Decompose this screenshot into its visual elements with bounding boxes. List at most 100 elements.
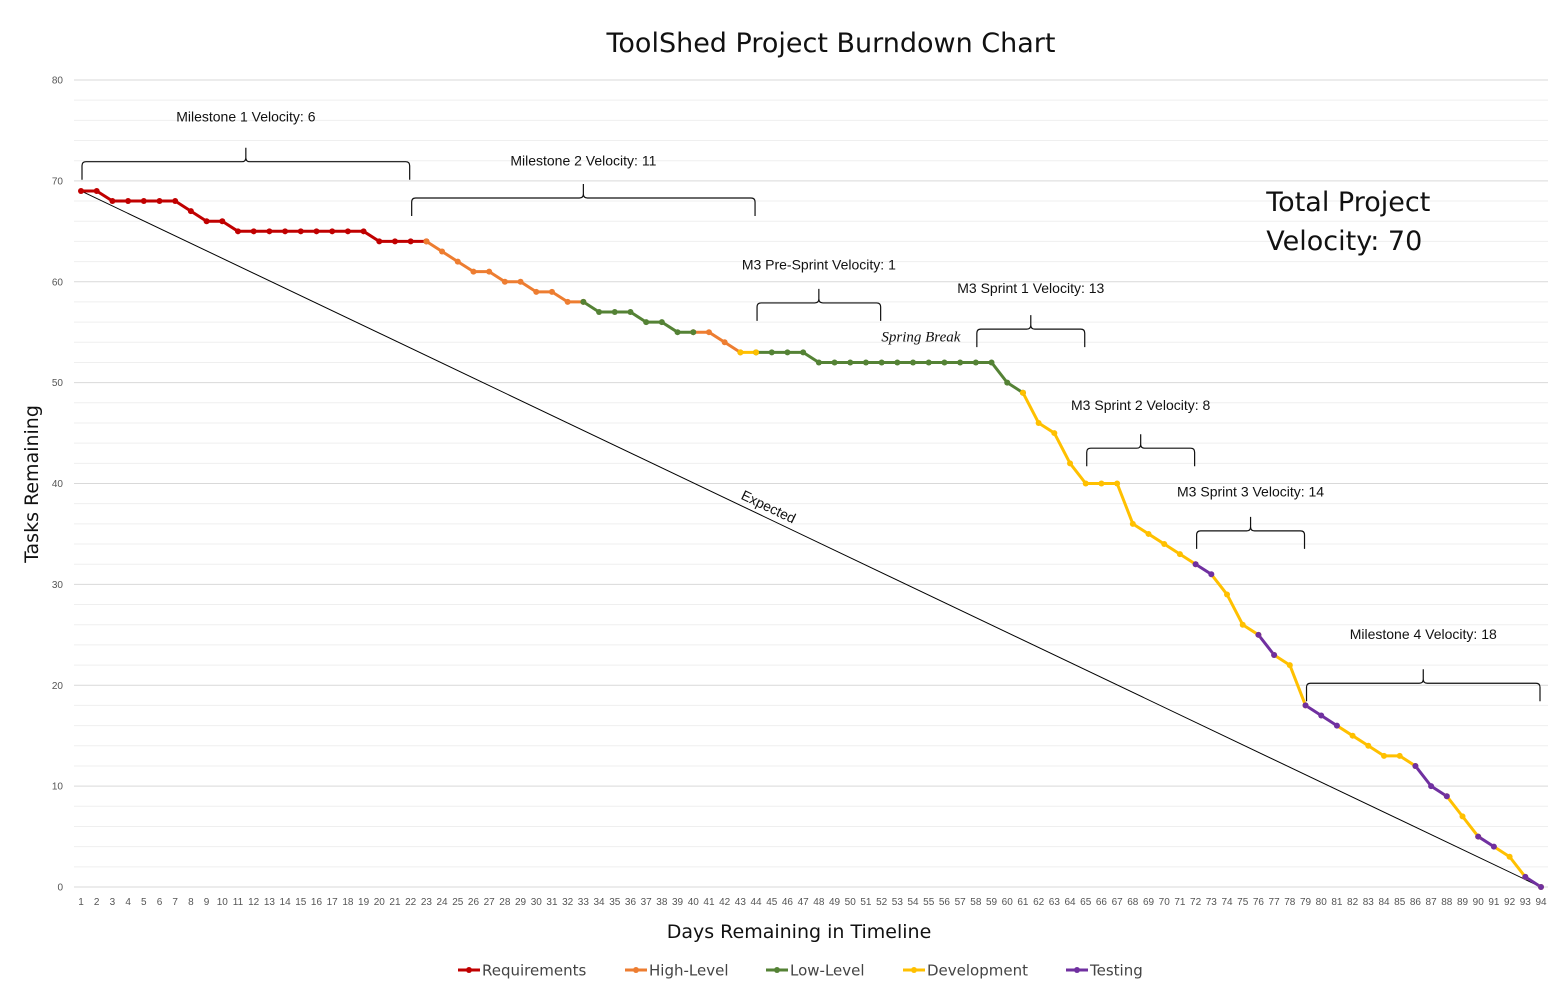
series-line-testing (1413, 764, 1449, 798)
x-tick-label: 61 (1017, 897, 1029, 908)
velocity-brace (1086, 434, 1196, 467)
data-point-high-level (470, 268, 477, 275)
velocity-label: Milestone 4 Velocity: 18 (1350, 626, 1497, 642)
x-tick-label: 90 (1473, 897, 1485, 908)
x-tick-label: 25 (452, 897, 464, 908)
data-point-low-level (941, 359, 948, 366)
x-tick-label: 76 (1253, 897, 1265, 908)
y-axis-label: Tasks Remaining (21, 405, 43, 564)
spring-break-label: Spring Break (881, 329, 960, 345)
data-point-low-level (815, 359, 822, 366)
x-tick-label: 10 (217, 897, 229, 908)
data-point-high-level (501, 278, 508, 285)
x-tick-label: 57 (955, 897, 967, 908)
y-axis-ticks: 0 10 20 30 40 50 60 70 80 (52, 76, 64, 894)
x-tick-label: 30 (531, 897, 543, 908)
data-point-low-level (768, 349, 775, 356)
data-point-development (1224, 591, 1231, 598)
legend-label: Development (927, 962, 1028, 980)
velocity-label: Milestone 2 Velocity: 11 (510, 153, 656, 169)
x-tick-label: 88 (1441, 897, 1453, 908)
data-point-low-level (894, 359, 901, 366)
x-tick-label: 13 (264, 897, 276, 908)
x-tick-label: 1 (78, 897, 84, 908)
x-tick-label: 4 (125, 897, 131, 908)
series-line-low-level (754, 350, 1025, 395)
x-tick-label: 8 (188, 897, 194, 908)
data-point-low-level (957, 359, 964, 366)
x-axis-ticks: 1 2 3 4 5 6 7 8 9 10 11 12 13 14 15 16 17 18 19 20 21 22 23 24 2… (78, 897, 1547, 908)
x-tick-label: 66 (1096, 897, 1108, 908)
legend-item-testing: Testing (1066, 962, 1143, 980)
x-tick-label: 55 (923, 897, 935, 908)
x-tick-label: 17 (327, 897, 339, 908)
data-point-low-level (847, 359, 854, 366)
series-markers (78, 187, 1544, 890)
data-point-requirements (156, 198, 163, 205)
x-tick-label: 69 (1143, 897, 1155, 908)
data-point-requirements (93, 187, 100, 194)
y-tick-label: 30 (52, 580, 64, 591)
series-line-development (1335, 724, 1417, 768)
x-tick-label: 60 (1002, 897, 1014, 908)
data-point-requirements (266, 228, 273, 235)
x-tick-label: 14 (280, 897, 292, 908)
series-line-testing (1523, 875, 1543, 889)
x-tick-label: 92 (1504, 897, 1516, 908)
data-point-high-level (705, 329, 712, 336)
data-point-low-level (690, 329, 697, 336)
data-point-requirements (78, 187, 84, 194)
data-point-requirements (109, 198, 116, 205)
data-point-testing (1412, 762, 1419, 769)
x-tick-label: 36 (625, 897, 637, 908)
data-point-requirements (234, 228, 241, 235)
series-line-low-level (581, 300, 695, 334)
data-point-testing (1428, 783, 1435, 790)
data-point-development (1381, 752, 1388, 759)
x-tick-label: 37 (641, 897, 653, 908)
velocity-annotations: Milestone 1 Velocity: 6 Milestone 2 Veloc… (81, 108, 1541, 702)
data-point-high-level (548, 288, 555, 295)
x-tick-label: 59 (986, 897, 998, 908)
legend: Requirements High-Level Low-Level Developme… (458, 962, 1143, 980)
legend-item-requirements: Requirements (458, 962, 586, 980)
data-point-development (1114, 480, 1121, 487)
x-tick-label: 78 (1284, 897, 1296, 908)
chart-title: ToolShed Project Burndown Chart (606, 28, 1056, 59)
x-tick-label: 54 (907, 897, 919, 908)
expected-line-group: Expected (80, 190, 1542, 888)
velocity-label: M3 Sprint 1 Velocity: 13 (957, 280, 1104, 296)
data-point-development (1051, 430, 1058, 437)
x-tick-label: 44 (750, 897, 762, 908)
data-point-requirements (344, 228, 351, 235)
data-point-requirements (140, 198, 147, 205)
series-line-testing (1476, 835, 1496, 849)
data-point-requirements (360, 228, 367, 235)
legend-marker (911, 967, 917, 973)
total-velocity-label: Velocity: 70 (1266, 226, 1422, 257)
data-point-development (1176, 551, 1183, 558)
x-tick-label: 52 (876, 897, 888, 908)
x-tick-label: 34 (594, 897, 606, 908)
x-tick-label: 39 (672, 897, 684, 908)
data-point-testing (1318, 712, 1325, 719)
x-tick-label: 5 (141, 897, 147, 908)
x-tick-label: 24 (437, 897, 449, 908)
x-tick-label: 74 (1221, 897, 1233, 908)
data-point-requirements (203, 218, 210, 225)
x-tick-label: 68 (1127, 897, 1139, 908)
data-point-high-level (533, 288, 540, 295)
data-point-high-level (721, 339, 728, 346)
y-tick-label: 70 (52, 176, 64, 187)
x-tick-label: 83 (1363, 897, 1375, 908)
data-point-low-level (831, 359, 838, 366)
data-point-development (1098, 480, 1105, 487)
data-point-low-level (658, 319, 665, 326)
velocity-label: Milestone 1 Velocity: 6 (176, 108, 316, 124)
data-point-requirements (187, 208, 194, 215)
data-point-high-level (564, 298, 571, 305)
data-point-testing (1538, 884, 1544, 890)
expected-label: Expected (739, 487, 799, 527)
x-tick-label: 48 (813, 897, 825, 908)
series-line-development (1021, 391, 1198, 566)
